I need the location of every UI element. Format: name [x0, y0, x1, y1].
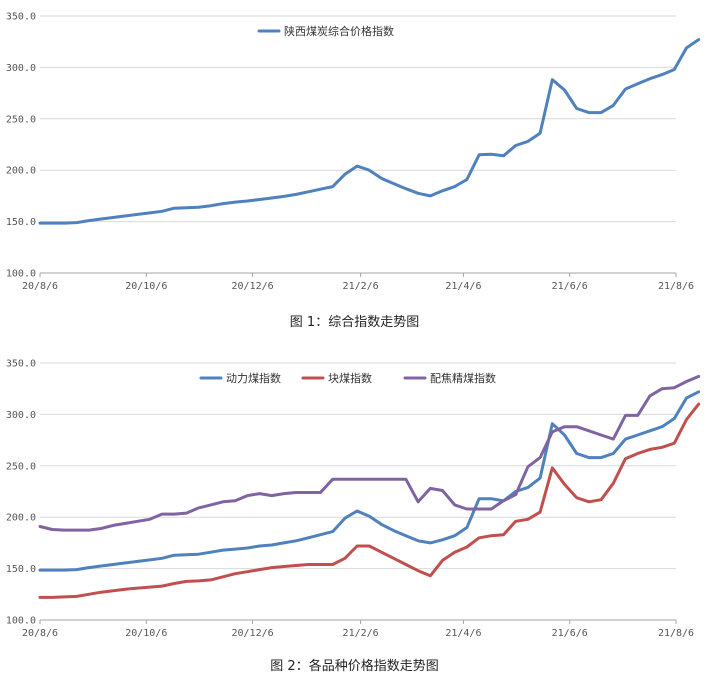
legend-label: 陕西煤炭综合价格指数	[284, 24, 394, 38]
chart-1-canvas: 100.0 150.0 200.0 250.0 300.0 350.0 20/8/6 20/1…	[6, 12, 701, 292]
y-tick-label: 350.0	[6, 12, 36, 23]
y-tick-label: 100.0	[6, 269, 36, 280]
legend-label: 动力煤指数	[226, 371, 281, 385]
chart-1-caption: 图 1：综合指数走势图	[289, 315, 420, 330]
y-tick-label: 250.0	[6, 114, 36, 125]
chart-2: 100.0 150.0 200.0 250.0 300.0 350.0 20/8/6 20/1…	[0, 347, 709, 647]
y-tick-label: 300.0	[6, 410, 36, 421]
y-tick-label: 200.0	[6, 513, 36, 524]
x-tick-label: 21/4/6	[445, 628, 481, 639]
x-tick-label: 20/12/6	[232, 628, 274, 639]
x-tick-label: 21/6/6	[552, 281, 588, 292]
series-line-1	[38, 402, 701, 599]
y-tick-label: 300.0	[6, 63, 36, 74]
x-tick-label: 20/8/6	[22, 281, 58, 292]
x-tick-label: 20/12/6	[232, 281, 274, 292]
x-tick-label: 21/8/6	[658, 628, 694, 639]
series-line-0	[38, 390, 701, 572]
y-tick-label: 100.0	[6, 616, 36, 627]
x-tick-label: 21/8/6	[658, 281, 694, 292]
x-tick-label: 20/10/6	[125, 628, 167, 639]
series-line-2	[38, 374, 701, 532]
chart-2-canvas: 100.0 150.0 200.0 250.0 300.0 350.0 20/8/6 20/1…	[6, 359, 701, 639]
x-tick-label: 20/10/6	[125, 281, 167, 292]
series-line-0	[38, 38, 701, 225]
chart-2-caption: 图 2：各品种价格指数走势图	[270, 659, 439, 674]
x-tick-label: 21/4/6	[445, 281, 481, 292]
chart-1: 100.0 150.0 200.0 250.0 300.0 350.0 20/8/6 20/1…	[0, 0, 709, 300]
y-tick-label: 350.0	[6, 359, 36, 370]
x-tick-label: 21/2/6	[343, 628, 379, 639]
y-tick-label: 200.0	[6, 166, 36, 177]
legend-label: 配焦精煤指数	[430, 371, 496, 385]
y-tick-label: 150.0	[6, 564, 36, 575]
y-tick-label: 250.0	[6, 461, 36, 472]
x-tick-label: 21/6/6	[552, 628, 588, 639]
y-tick-label: 150.0	[6, 217, 36, 228]
x-tick-label: 20/8/6	[22, 628, 58, 639]
x-tick-label: 21/2/6	[343, 281, 379, 292]
legend-label: 块煤指数	[328, 371, 372, 385]
